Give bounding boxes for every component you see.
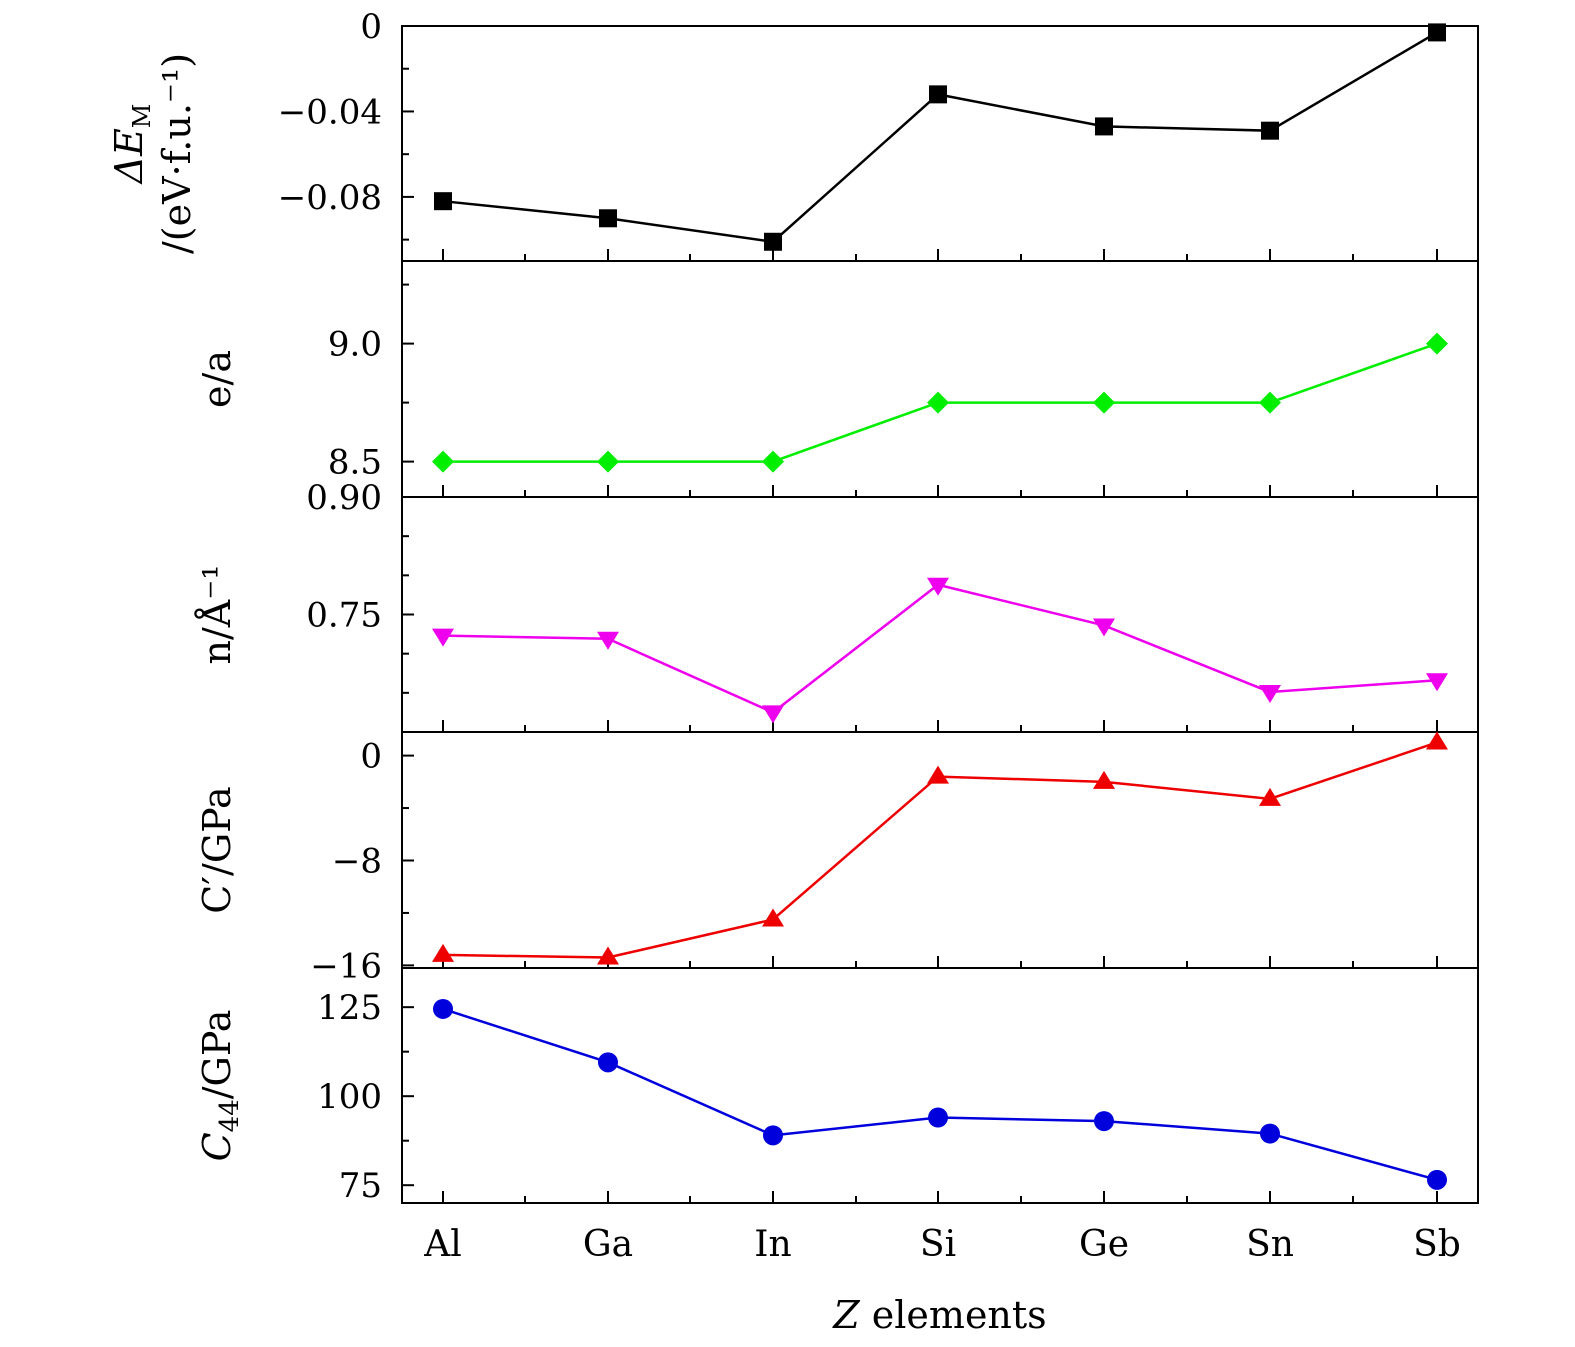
- y-tick-label: 0: [360, 7, 382, 47]
- data-point-c44-sb: [1427, 1169, 1447, 1190]
- panel-c-prime: 0 −8 −16 C′/GPa: [195, 731, 1479, 986]
- data-point-delta-em-ge: [1095, 117, 1113, 136]
- y-tick-label: 9.0: [328, 325, 382, 365]
- x-tick-label-in: In: [754, 1224, 791, 1265]
- x-tick-label-al: Al: [423, 1224, 462, 1265]
- data-point-delta-em-in: [764, 232, 782, 251]
- panel-frame-c44: [401, 967, 1479, 1204]
- y-tick-label: 125: [317, 988, 382, 1028]
- data-point-e-over-a-ge: [1093, 391, 1115, 414]
- data-point-c-prime-si: [927, 765, 949, 784]
- data-point-n-per-angstrom-in: [762, 705, 784, 724]
- data-point-e-over-a-sb: [1426, 332, 1448, 355]
- y-axis-label-sub: 44: [215, 1099, 245, 1132]
- y-tick-label: −0.04: [278, 92, 382, 132]
- y-axis-label-delta-em: ΔEM: [107, 104, 156, 186]
- y-axis-label-c-prime: C′/GPa: [195, 786, 239, 913]
- data-point-c-prime-al: [432, 943, 454, 962]
- data-point-e-over-a-sn: [1259, 391, 1281, 414]
- y-tick-label: 100: [317, 1077, 382, 1117]
- x-axis-label-rest: elements: [860, 1293, 1047, 1337]
- panel-frame-n-per-angstrom: [401, 496, 1479, 733]
- panel-n-per-angstrom: 0.90 0.75 n/Å⁻¹: [195, 478, 1479, 733]
- data-point-n-per-angstrom-sn: [1259, 685, 1281, 704]
- y-tick-label: 8.5: [328, 443, 382, 483]
- series-line-delta-em: [442, 31, 1438, 244]
- data-point-c44-ge: [1094, 1111, 1114, 1132]
- x-tick-label-sb: Sb: [1413, 1224, 1461, 1265]
- data-point-c-prime-sb: [1426, 731, 1448, 750]
- y-axis-label-sub: M: [128, 104, 156, 129]
- series-line-c44: [442, 1007, 1438, 1182]
- y-axis-label-main: C: [195, 1132, 239, 1161]
- data-point-delta-em-ga: [599, 209, 617, 228]
- data-point-delta-em-sb: [1428, 23, 1446, 42]
- x-tick-label-sn: Sn: [1246, 1224, 1294, 1265]
- data-point-n-per-angstrom-ge: [1093, 618, 1115, 637]
- data-point-c44-sn: [1260, 1123, 1280, 1144]
- data-point-delta-em-si: [929, 85, 947, 104]
- y-axis-label-delta-em-units: /(eV·f.u.⁻¹): [155, 53, 199, 254]
- panel-frame-c-prime: [401, 731, 1479, 969]
- data-point-c44-in: [763, 1125, 783, 1146]
- panel-c44: 125 100 75 C44/GPa: [195, 967, 1479, 1206]
- series-line-n-per-angstrom: [442, 583, 1438, 714]
- data-point-e-over-a-ga: [597, 450, 619, 473]
- data-point-c-prime-in: [762, 908, 784, 927]
- data-point-c44-ga: [598, 1052, 618, 1073]
- x-axis-label: Z elements: [832, 1293, 1046, 1337]
- data-point-delta-em-al: [434, 192, 452, 211]
- x-tick-label-si: Si: [920, 1224, 956, 1265]
- chart-root: 0−0.04−0.08ΔEM/(eV·f.u.⁻¹)9.08.5e/a0.900…: [107, 7, 1479, 1265]
- y-axis-label-main: ΔE: [107, 128, 151, 185]
- y-tick-label: 75: [339, 1166, 382, 1206]
- y-axis-label-c44: C44/GPa: [195, 1010, 245, 1162]
- data-point-e-over-a-si: [927, 391, 949, 414]
- panel-delta-em: 0 −0.04 −0.08 ΔEM/(eV·f.u.⁻¹): [107, 7, 1479, 262]
- data-point-e-over-a-al: [432, 450, 454, 473]
- data-point-delta-em-sn: [1261, 121, 1279, 140]
- data-point-n-per-angstrom-si: [927, 577, 949, 596]
- data-point-n-per-angstrom-sb: [1426, 673, 1448, 692]
- y-tick-label: 0: [360, 737, 382, 777]
- x-tick-label-ga: Ga: [583, 1224, 633, 1265]
- data-point-n-per-angstrom-al: [432, 628, 454, 647]
- y-axis-label-e-over-a: e/a: [195, 350, 239, 408]
- y-axis-label-n-per-angstrom: n/Å⁻¹: [195, 564, 239, 664]
- y-tick-label: 0.75: [306, 596, 382, 636]
- x-tick-label-ge: Ge: [1079, 1224, 1129, 1265]
- data-point-c-prime-ge: [1093, 770, 1115, 789]
- panel-e-over-a: 9.0 8.5 e/a: [195, 260, 1479, 498]
- y-tick-label: −8: [332, 841, 382, 881]
- panel-frame-delta-em: [401, 25, 1479, 262]
- x-axis-label-var: Z: [832, 1293, 860, 1337]
- data-point-c44-al: [433, 998, 453, 1019]
- data-point-e-over-a-in: [762, 450, 784, 473]
- y-tick-label: −0.08: [278, 178, 382, 218]
- data-point-c-prime-sn: [1259, 787, 1281, 806]
- data-point-c-prime-ga: [597, 946, 619, 965]
- y-axis-label-rest: /GPa: [195, 1010, 239, 1100]
- y-tick-label: −16: [310, 946, 382, 986]
- data-point-n-per-angstrom-ga: [597, 631, 619, 650]
- y-tick-label: 0.90: [306, 478, 382, 518]
- data-point-c44-si: [928, 1107, 948, 1128]
